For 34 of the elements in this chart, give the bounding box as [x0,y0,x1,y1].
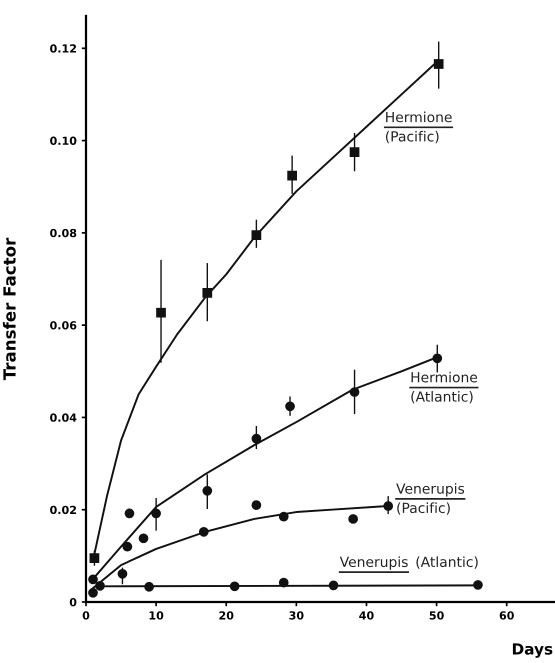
series-label: Venerupis (Atlantic) [340,556,478,570]
series-label: Hermione (Pacific) [386,112,452,144]
x-tick-label: 20 [219,611,234,620]
y-axis-title: Transfer Factor [2,238,16,380]
x-tick-label: 10 [150,611,164,620]
x-axis-title: Days [512,643,552,658]
point [287,170,298,181]
y-tick-label: 0.08 [50,228,76,238]
point [124,508,134,518]
point [88,588,98,598]
y-tick-label: 0 [70,598,76,606]
point [348,514,358,524]
point [118,568,128,579]
y-tick-label: 0.12 [50,44,76,53]
x-tick-label: 50 [430,611,444,620]
x-tick-label: 30 [289,611,304,620]
point [156,308,166,318]
x-tick-label: 40 [359,611,374,620]
y-tick-label: 0.06 [50,321,76,330]
point [285,402,295,412]
x-tick-label: 60 [500,611,514,620]
point [252,434,262,444]
series-label: Venerupis (Pacific) [396,483,464,515]
point [202,486,212,496]
y-tick-label: 0.02 [50,506,76,514]
point [350,147,360,157]
x-tick-label: 0 [82,611,90,620]
point [252,500,262,510]
y-tick-label: 0.10 [50,136,76,145]
series-label: Hermione (Atlantic) [411,372,478,404]
point [434,59,444,69]
point [122,542,132,552]
y-tick-label: 0.04 [50,413,76,422]
point [138,533,148,544]
